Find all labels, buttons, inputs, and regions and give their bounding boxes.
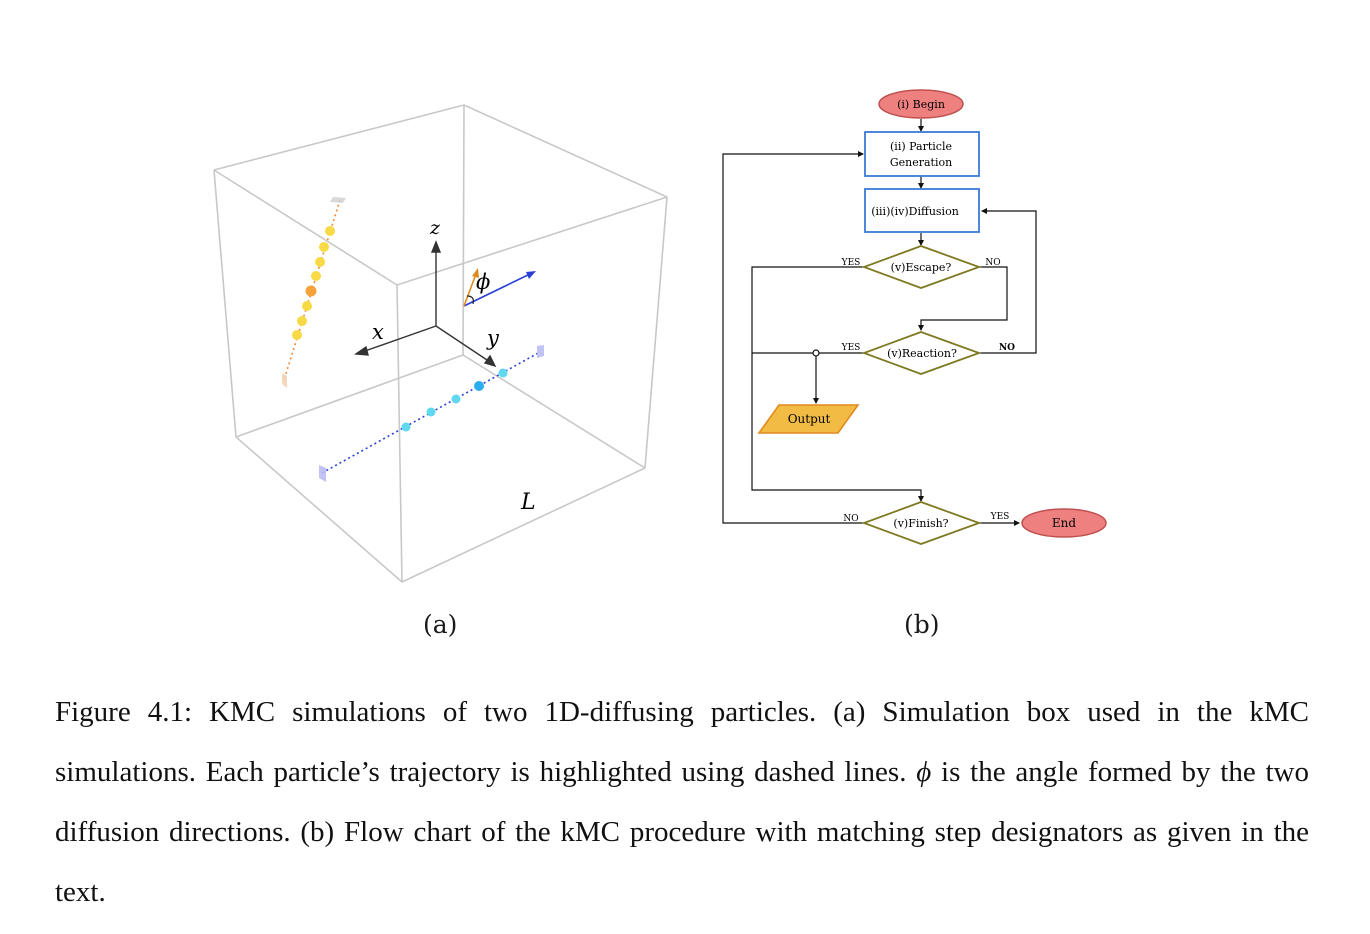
begin-terminal (878, 89, 964, 119)
blue-particle (474, 381, 484, 391)
simulation-box-figure: z x y ϕ (200, 95, 680, 595)
orange-particle (305, 285, 317, 297)
subfigure-label-a: (a) (423, 610, 458, 639)
orange-particle (325, 226, 335, 236)
particle-generation-label-line2: Generation (890, 156, 952, 169)
blue-particle (426, 407, 436, 417)
angle-phi-label: ϕ (476, 270, 490, 294)
orange-particle (302, 301, 312, 311)
x-axis-label: x (372, 320, 384, 344)
orange-trajectory-end-marker (282, 373, 287, 388)
finish-decision (861, 501, 982, 545)
output-node (757, 404, 860, 434)
finish-no-label: NO (843, 514, 858, 524)
reaction-label: (v)Reaction? (887, 347, 957, 360)
particle-generation-box (864, 131, 980, 177)
orange-particle (319, 242, 329, 252)
finish-label: (v)Finish? (893, 517, 948, 530)
escape-label: (v)Escape? (891, 261, 952, 274)
orange-particle-trajectory (282, 197, 346, 388)
y-axis-label: y (486, 326, 500, 350)
blue-particle (401, 422, 411, 432)
orange-particle (311, 271, 321, 281)
reaction-no-label: NO (999, 343, 1015, 353)
figure-caption: Figure 4.1: KMC simulations of two 1D-di… (55, 682, 1309, 922)
blue-particle (498, 368, 508, 378)
escape-no-label: NO (985, 258, 1000, 268)
orange-particle (315, 257, 325, 267)
coordinate-axes (354, 240, 497, 368)
simulation-box-edges (213, 104, 668, 583)
z-axis-label: z (429, 217, 441, 239)
connector-junction (812, 349, 820, 357)
caption-text-part2: is the angle formed by the two diffusion… (55, 756, 1309, 908)
diffusion-direction-vectors (463, 268, 536, 307)
blue-trajectory-start-marker (319, 465, 326, 482)
flow-connectors (722, 119, 1037, 526)
diffusion-label: (iii)(iv)Diffusion (871, 205, 959, 218)
orange-trajectory-start-marker (330, 197, 346, 203)
blue-trajectory-end-marker (537, 345, 544, 358)
output-label: Output (788, 412, 831, 426)
begin-label: (i) Begin (897, 98, 945, 111)
finish-yes-label: YES (990, 512, 1010, 522)
end-label: End (1052, 516, 1076, 530)
subfigure-label-b: (b) (904, 610, 940, 639)
escape-yes-label: YES (841, 258, 861, 268)
diffusion-box (864, 188, 980, 233)
reaction-decision (861, 331, 982, 375)
escape-decision (861, 245, 982, 289)
caption-phi-symbol: ϕ (916, 756, 932, 788)
reaction-yes-label: YES (841, 343, 861, 353)
caption-text-part1: Figure 4.1: KMC simulations of two 1D-di… (55, 696, 1309, 788)
particle-generation-label-line1: (ii) Particle (890, 140, 952, 153)
orange-particle (297, 316, 307, 326)
box-length-label: L (520, 490, 536, 515)
blue-particle-trajectory (319, 345, 544, 482)
kmc-flow-chart: (i) Begin (ii) Particle Generation (iii)… (715, 85, 1125, 555)
blue-particle (451, 394, 461, 404)
orange-particle (292, 330, 302, 340)
end-terminal (1021, 508, 1107, 538)
